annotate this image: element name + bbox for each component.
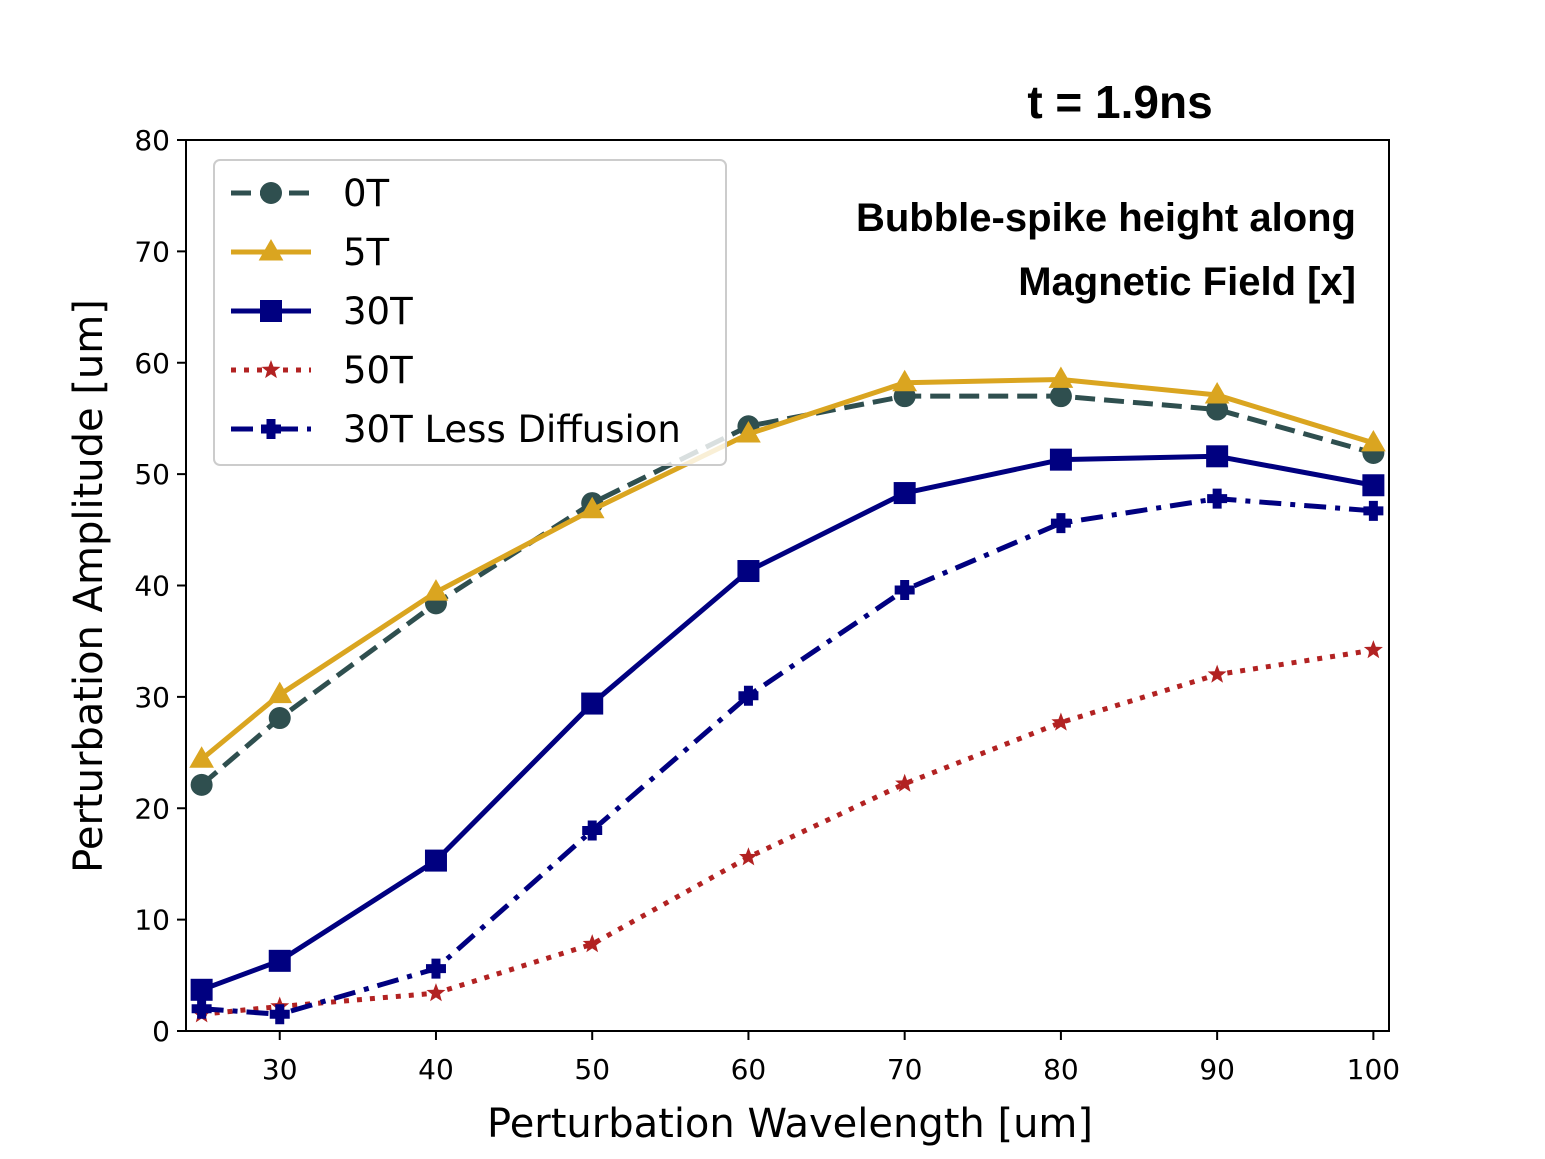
- x-tick-label: 50: [574, 1053, 610, 1086]
- legend-item: 30T Less Diffusion: [231, 408, 681, 451]
- legend-item: 5T: [231, 231, 390, 274]
- series-30t-less-diffusion: [191, 488, 1384, 1025]
- legend-marker: [258, 239, 284, 261]
- series-5t: [189, 366, 1386, 768]
- data-point: [268, 707, 291, 730]
- legend-label: 50T: [343, 349, 413, 392]
- ticks-layer: 30 40 50 60 70 80 90 100 0 10 20 30 40 50 60 70 80: [134, 124, 1400, 1086]
- data-point: [1048, 366, 1074, 388]
- y-tick-label: 0: [152, 1015, 170, 1048]
- data-point: [895, 773, 915, 792]
- legend-label: 5T: [343, 231, 390, 274]
- legend-marker: [260, 300, 282, 322]
- legend-label: 30T Less Diffusion: [343, 408, 681, 451]
- legend-marker: [260, 182, 282, 204]
- data-point: [267, 681, 293, 704]
- data-point: [1206, 398, 1229, 421]
- data-point: [1206, 445, 1229, 468]
- data-point: [1204, 382, 1230, 404]
- series-30t: [190, 445, 1385, 1001]
- x-axis-label: Perturbation Wavelength [um]: [487, 1101, 1093, 1147]
- data-point: [582, 820, 603, 841]
- x-tick-label: 90: [1199, 1053, 1235, 1086]
- data-point: [190, 773, 213, 796]
- data-point: [894, 579, 915, 600]
- data-point: [1361, 429, 1386, 452]
- data-point: [738, 847, 758, 866]
- data-point: [1362, 474, 1385, 497]
- y-tick-label: 80: [134, 124, 170, 157]
- data-point: [191, 998, 212, 1019]
- data-point: [1049, 385, 1072, 408]
- y-tick-label: 30: [134, 681, 170, 714]
- data-point: [426, 983, 446, 1002]
- data-point: [189, 746, 214, 768]
- data-point: [579, 496, 605, 519]
- data-point: [1363, 640, 1383, 659]
- data-point: [893, 482, 916, 505]
- legend-box: [213, 159, 727, 466]
- data-point: [581, 692, 604, 715]
- data-point: [737, 560, 760, 583]
- legend-item: 30T: [231, 290, 413, 333]
- data-point: [892, 369, 918, 392]
- data-point: [190, 978, 213, 1001]
- data-point: [1207, 488, 1228, 509]
- data-point: [1051, 712, 1071, 731]
- series-50t: [192, 640, 1383, 1023]
- y-tick-label: 40: [134, 570, 170, 603]
- data-point: [268, 949, 291, 972]
- legend-label: 30T: [343, 290, 413, 333]
- y-tick-label: 70: [134, 235, 170, 268]
- data-point: [736, 421, 761, 443]
- data-point: [425, 958, 446, 979]
- legend: 0T 5T 30T 50T 30T Less Diffusion: [213, 159, 727, 466]
- chart-title: t = 1.9ns: [1027, 76, 1212, 128]
- legend-item: 50T: [231, 349, 413, 392]
- series-layer: [189, 366, 1386, 1025]
- x-tick-label: 60: [731, 1053, 767, 1086]
- legend-marker: [261, 419, 281, 439]
- data-point: [582, 934, 602, 953]
- x-tick-label: 30: [262, 1053, 298, 1086]
- y-tick-label: 50: [134, 458, 170, 491]
- annotation-line-1: Bubble-spike height along: [856, 196, 1356, 240]
- data-point: [1207, 664, 1227, 683]
- annotation-line-2: Magnetic Field [x]: [1018, 260, 1356, 304]
- data-point: [1049, 448, 1072, 471]
- data-point: [1050, 513, 1071, 534]
- data-point: [1363, 500, 1384, 521]
- legend-item: 0T: [231, 172, 390, 215]
- y-axis-label: Perturbation Amplitude [um]: [66, 299, 112, 873]
- legend-label: 0T: [343, 172, 390, 215]
- series-line: [201, 647, 1374, 1017]
- data-point: [423, 579, 449, 601]
- x-tick-label: 40: [418, 1053, 454, 1086]
- x-tick-label: 70: [887, 1053, 923, 1086]
- series-line: [201, 496, 1374, 1017]
- series-line: [200, 453, 1374, 993]
- data-point: [269, 1004, 290, 1025]
- y-tick-label: 20: [134, 792, 170, 825]
- data-point: [738, 685, 759, 706]
- x-tick-label: 80: [1043, 1053, 1079, 1086]
- y-tick-label: 60: [134, 347, 170, 380]
- y-tick-label: 10: [134, 904, 170, 937]
- legend-marker: [261, 360, 281, 379]
- data-point: [424, 849, 447, 872]
- x-tick-label: 100: [1347, 1053, 1400, 1086]
